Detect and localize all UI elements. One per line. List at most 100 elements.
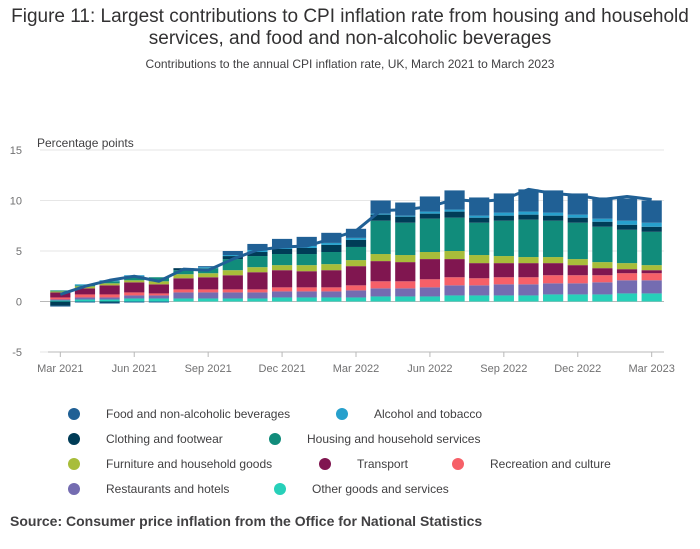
bar-segment xyxy=(567,222,588,260)
bar-segment xyxy=(616,269,638,274)
bar-segment xyxy=(173,298,194,302)
bar-segment xyxy=(518,277,539,285)
bar-segment xyxy=(345,239,367,247)
bar-segment xyxy=(395,215,416,217)
bar-segment xyxy=(518,219,539,258)
bar-segment xyxy=(592,282,613,295)
bar-segment xyxy=(567,259,588,266)
bar-segment xyxy=(419,296,441,302)
bar-segment xyxy=(567,193,588,215)
bar-segment xyxy=(271,248,293,255)
bar-segment xyxy=(321,264,342,271)
chart-title: Figure 11: Largest contributions to CPI … xyxy=(11,6,689,49)
bar-segment xyxy=(395,216,416,223)
bar-segment xyxy=(543,220,564,258)
bar-segment xyxy=(296,297,317,302)
bar-segment xyxy=(641,270,662,274)
bar-segment xyxy=(518,189,539,212)
bar-segment xyxy=(469,285,490,296)
cpi-line xyxy=(59,187,652,296)
bar-segment xyxy=(543,190,564,213)
bar-segment xyxy=(247,289,268,293)
bar-segment xyxy=(592,294,613,302)
legend-label: Food and non-alcoholic beverages xyxy=(106,407,290,421)
bar-segment xyxy=(345,237,367,240)
bar-segment xyxy=(567,214,588,218)
bar-segment xyxy=(321,252,342,265)
bar-segment xyxy=(469,222,490,256)
bar-segment xyxy=(493,284,514,296)
bar-segment xyxy=(50,305,71,307)
bar-segment xyxy=(616,229,638,264)
bar-segment xyxy=(370,288,391,297)
bar-segment xyxy=(543,283,564,295)
chart-subtitle: Contributions to the annual CPI inflatio… xyxy=(145,57,555,71)
legend-swatch xyxy=(68,433,80,445)
bar-segment xyxy=(444,209,465,212)
bar-segment xyxy=(173,270,194,275)
bar-segment xyxy=(99,302,120,304)
bar-segment xyxy=(395,222,416,256)
bar-segment xyxy=(616,198,638,221)
bar-segment xyxy=(419,252,441,260)
bar-segment xyxy=(567,275,588,284)
bar-segment xyxy=(543,263,564,276)
bar-segment xyxy=(345,246,367,261)
bar-segment xyxy=(198,298,219,302)
bar-segment xyxy=(271,238,293,247)
bar-segment xyxy=(247,256,268,268)
bar-segment xyxy=(271,291,293,298)
bar-segment xyxy=(616,293,638,302)
bar-segment xyxy=(173,278,194,290)
bar-segment xyxy=(198,289,219,293)
bar-segment xyxy=(616,263,638,270)
bar-segment xyxy=(345,228,367,238)
bar-segment xyxy=(543,257,564,264)
bar-segment xyxy=(493,256,514,264)
bar-segment xyxy=(222,275,243,290)
bar-segment xyxy=(99,283,120,286)
bar-segment xyxy=(469,295,490,302)
bar-segment xyxy=(198,267,219,269)
bar-segment xyxy=(567,265,588,276)
bar-segment xyxy=(395,262,416,282)
legend-label: Housing and household services xyxy=(307,432,480,446)
bar-segment xyxy=(247,252,268,257)
y-tick-label: 0 xyxy=(16,297,22,309)
bar-segment xyxy=(50,292,71,298)
bar-segment xyxy=(148,301,169,303)
legend-label: Restaurants and hotels xyxy=(106,482,229,496)
bar-segment xyxy=(99,294,120,298)
bar-segment xyxy=(148,284,169,294)
bar-segment xyxy=(124,301,145,303)
bar-segment xyxy=(198,277,219,290)
y-axis-ticks: -5 0 5 10 15 xyxy=(10,145,22,359)
bar-segment xyxy=(222,251,243,256)
bar-segment xyxy=(124,280,145,283)
bar-segment xyxy=(124,295,145,299)
x-tick-label: Mar 2021 xyxy=(37,363,83,375)
bar-segment xyxy=(419,213,441,219)
bar-segment xyxy=(518,263,539,278)
bar-segment xyxy=(592,218,613,222)
legend-swatch xyxy=(68,408,80,420)
bar-segment xyxy=(247,298,268,302)
bar-segment xyxy=(641,293,662,302)
y-tick-label: 15 xyxy=(10,145,22,157)
bar-segment xyxy=(74,299,96,302)
legend-swatch xyxy=(274,483,286,495)
x-tick-label: Sep 2021 xyxy=(185,363,232,375)
bar-segment xyxy=(345,266,367,286)
bar-segment xyxy=(616,280,638,294)
bar-segment xyxy=(641,226,662,232)
y-tick-label: 5 xyxy=(16,246,22,258)
bar-segment xyxy=(50,299,71,301)
legend: Food and non-alcoholic beverages Alcohol … xyxy=(68,407,611,496)
bar-segment xyxy=(592,226,613,263)
bar-segment xyxy=(198,273,219,278)
bar-segment xyxy=(493,277,514,285)
bar-segment xyxy=(321,244,342,253)
bar-segment xyxy=(50,301,71,306)
bar-segment xyxy=(641,231,662,266)
bar-segment xyxy=(99,301,120,303)
